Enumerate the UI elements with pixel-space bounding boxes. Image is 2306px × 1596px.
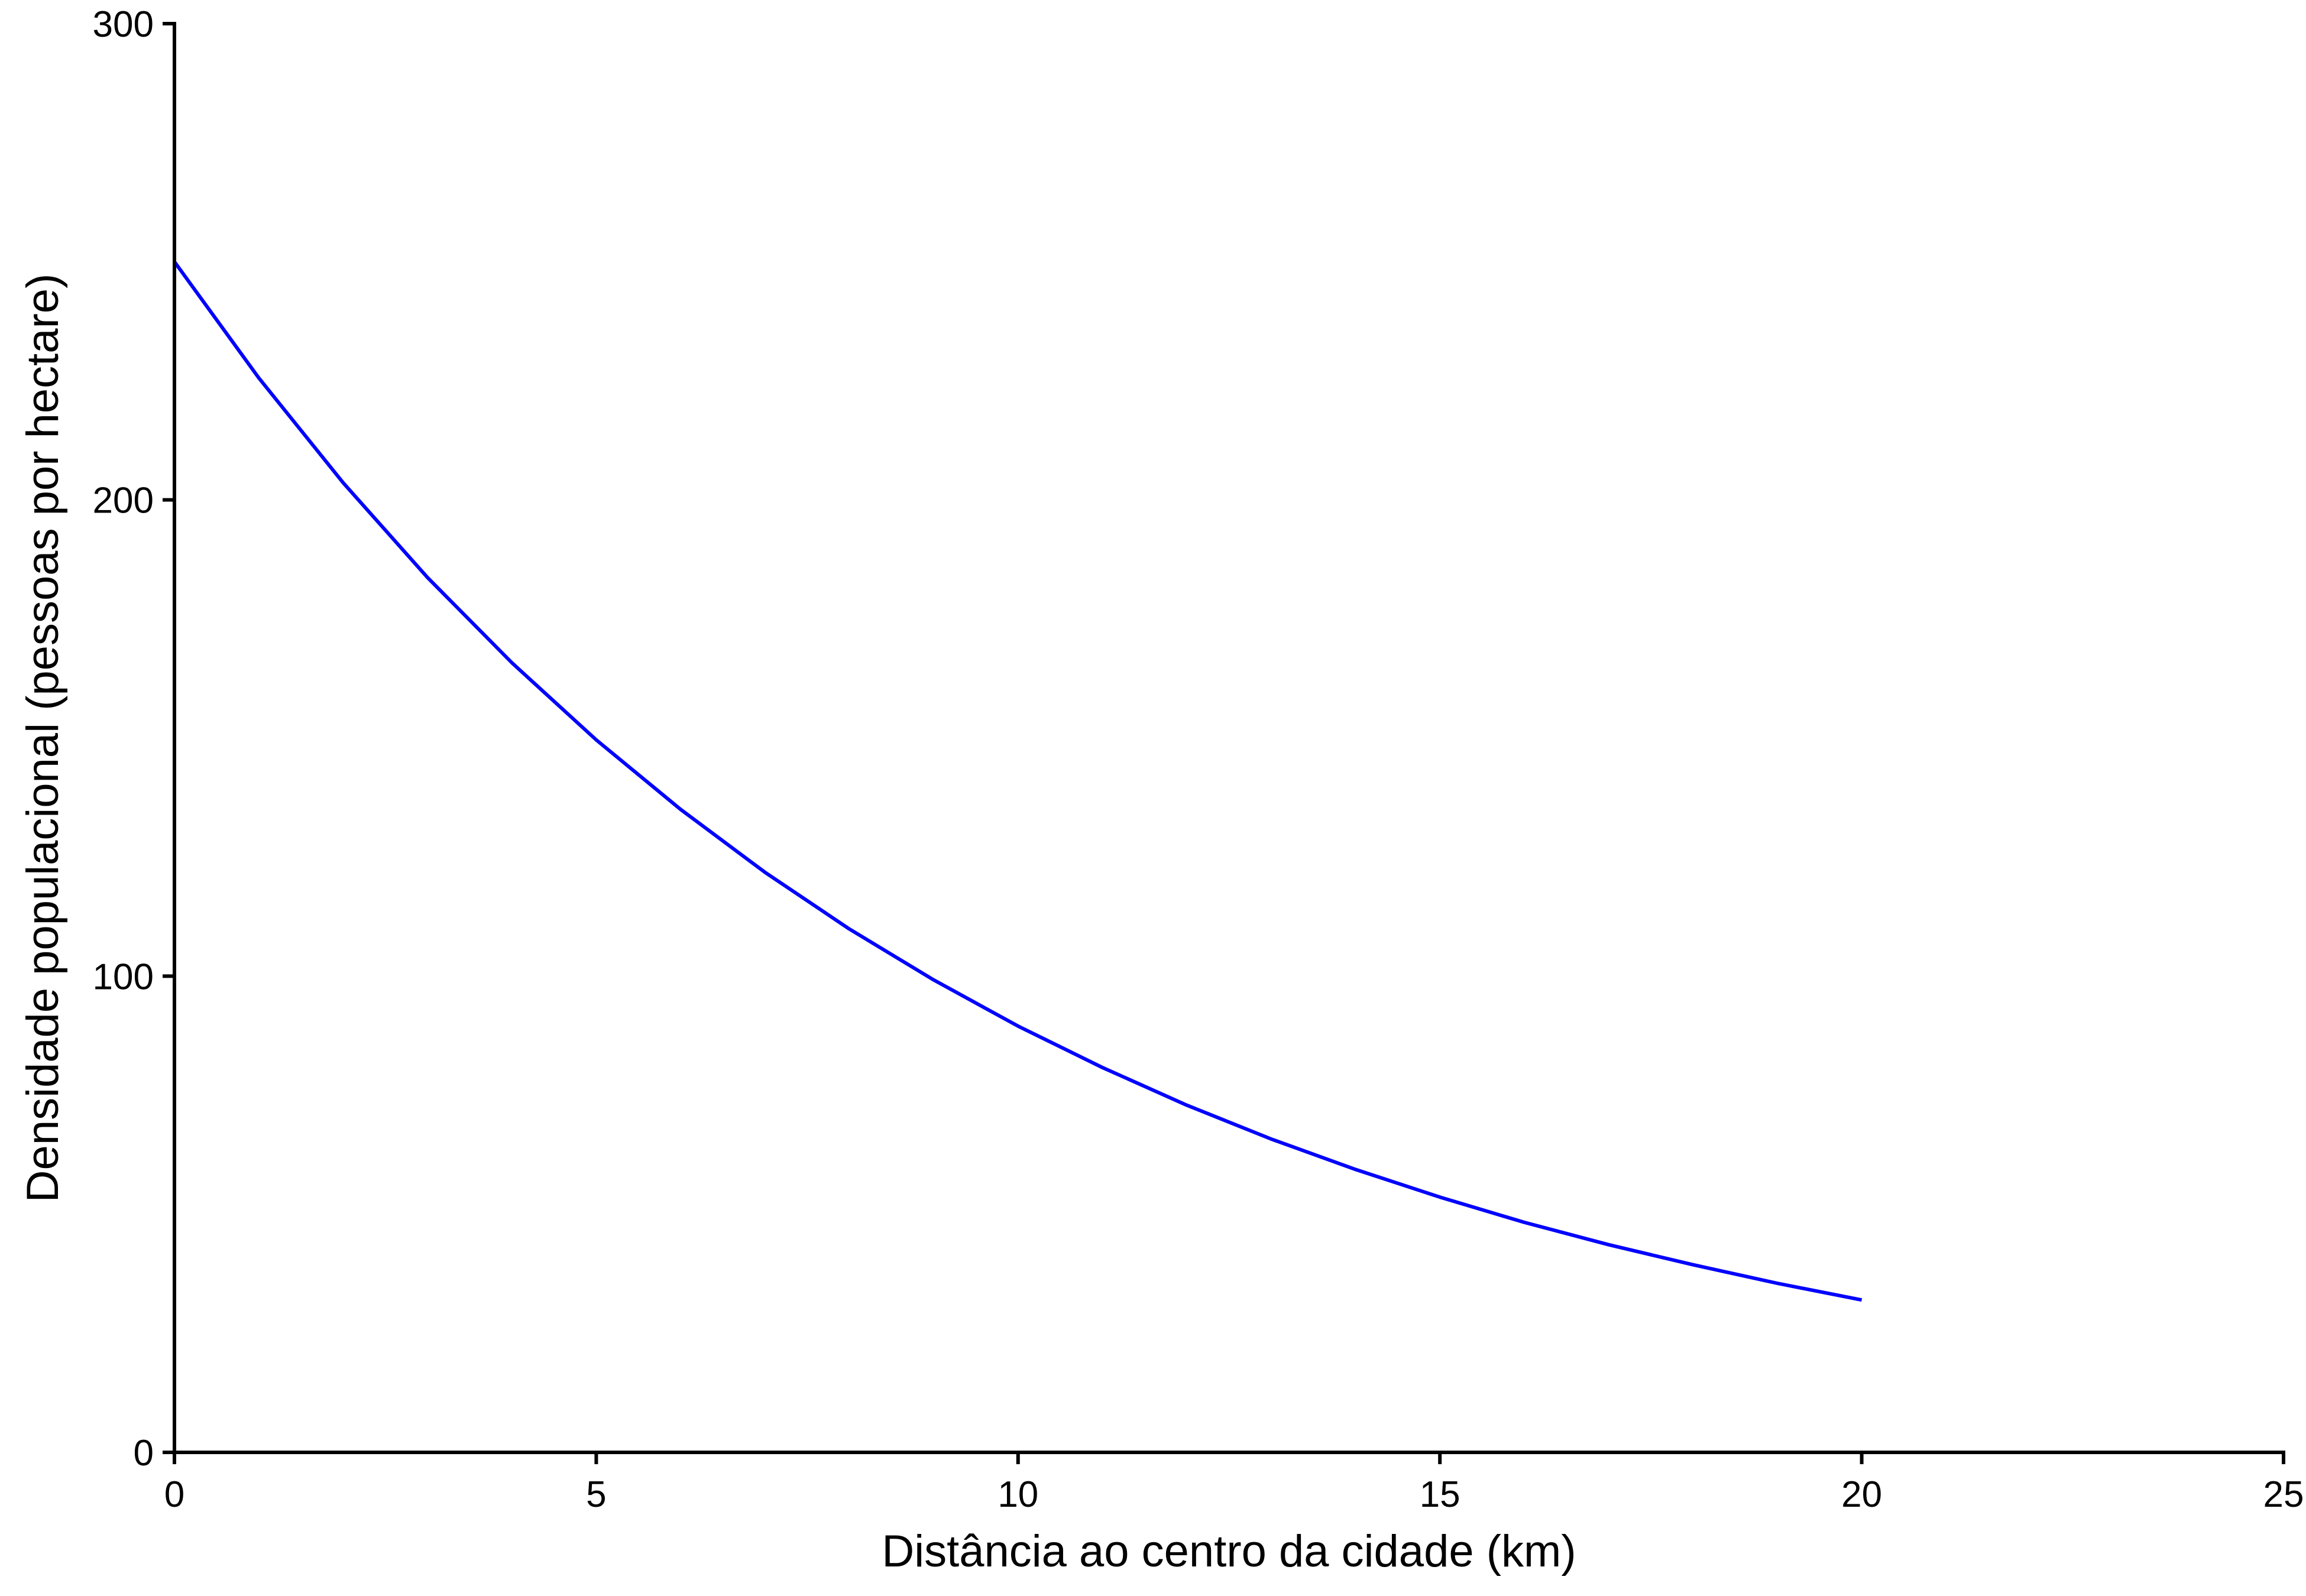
series-line	[173, 261, 1863, 1302]
plot-area	[173, 261, 1863, 1302]
x-tick-label: 5	[586, 1474, 606, 1515]
x-tick-label: 15	[1420, 1474, 1460, 1515]
x-tick-label: 25	[2263, 1474, 2304, 1515]
y-tick-label: 100	[93, 956, 154, 997]
x-tick-label: 0	[164, 1474, 184, 1515]
y-axis-title: Densidade populacional (pessoas por hect…	[18, 274, 68, 1203]
x-tick-label: 10	[997, 1474, 1038, 1515]
y-tick-label: 200	[93, 481, 154, 521]
y-tick-label: 0	[134, 1433, 154, 1474]
y-axis-ticks: 0 100 200 300	[93, 4, 174, 1474]
x-tick-label: 20	[1841, 1474, 1882, 1515]
y-tick-label: 300	[93, 4, 154, 45]
axes: 0 5 10 15 20 25 0 100 200 300	[93, 4, 2304, 1515]
x-axis-title: Distância ao centro da cidade (km)	[882, 1526, 1576, 1576]
x-axis-ticks: 0 5 10 15 20 25	[164, 1452, 2304, 1515]
